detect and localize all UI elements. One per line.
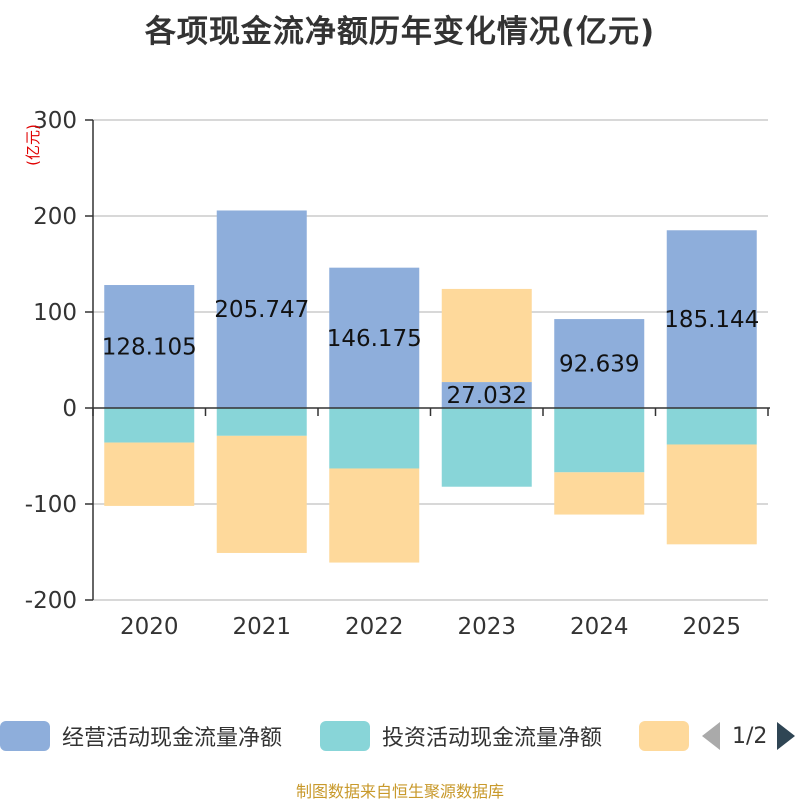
next-page-icon[interactable] [777, 722, 796, 750]
legend-swatch-financing [639, 721, 689, 751]
bar-investing-2021[interactable] [216, 408, 307, 436]
bar-operating-2025[interactable] [666, 230, 757, 408]
y-axis-unit-label: (亿元) [24, 124, 42, 166]
data-label-operating-2023: 27.032 [447, 383, 527, 409]
legend-swatch-investing [320, 721, 370, 751]
data-label-operating-2025: 185.144 [664, 307, 759, 333]
y-tick-label: 200 [33, 204, 77, 230]
y-tick-label: -100 [25, 492, 77, 518]
chart-title: 各项现金流净额历年变化情况(亿元) [144, 14, 656, 50]
data-label-operating-2024: 92.639 [559, 352, 639, 378]
bar-operating-2024[interactable] [554, 319, 645, 408]
bar-investing-2025[interactable] [666, 408, 757, 445]
bar-financing-2021[interactable] [216, 435, 307, 553]
bar-investing-2020[interactable] [104, 408, 195, 443]
previous-page-icon[interactable] [702, 722, 720, 750]
legend-item-operating[interactable]: 经营活动现金流量净额 [0, 720, 282, 752]
y-tick-label: -200 [25, 588, 77, 614]
data-label-operating-2020: 128.105 [102, 335, 197, 361]
x-tick-label: 2024 [570, 614, 629, 640]
axes: -200 -100 0 100 200 300 2020 2021 2022 2023 2024 20… [25, 108, 770, 640]
legend-label-investing: 投资活动现金流量净额 [382, 726, 603, 751]
bar-financing-2024[interactable] [554, 472, 645, 515]
bar-investing-2024[interactable] [554, 408, 645, 473]
legend-swatch-operating [0, 721, 50, 751]
data-labels: 128.105 205.747 146.175 27.032 92.639 185.144 [102, 297, 760, 409]
grid-lines [93, 119, 768, 601]
bar-operating-2022[interactable] [329, 267, 420, 408]
legend-item-investing[interactable]: 投资活动现金流量净额 [320, 720, 602, 752]
bar-investing-2023[interactable] [441, 408, 532, 487]
x-tick-label: 2023 [457, 614, 516, 640]
bar-financing-2025[interactable] [666, 444, 757, 545]
bar-financing-2020[interactable] [104, 442, 195, 506]
x-tick-label: 2022 [345, 614, 404, 640]
x-tick-label: 2020 [120, 614, 179, 640]
data-label-operating-2021: 205.747 [214, 297, 309, 323]
x-tick-label: 2021 [232, 614, 291, 640]
bar-operating-2020[interactable] [104, 285, 195, 408]
legend-page-indicator: 1/2 [732, 723, 768, 749]
bars [104, 210, 757, 563]
legend-item-financing[interactable] [639, 720, 689, 752]
bar-financing-2023[interactable] [441, 288, 532, 383]
legend: 经营活动现金流量净额 投资活动现金流量净额 1/2 [0, 716, 800, 756]
bar-operating-2021[interactable] [216, 210, 307, 408]
data-label-operating-2022: 146.175 [327, 326, 422, 352]
bar-financing-2022[interactable] [329, 468, 420, 563]
y-tick-label: 100 [33, 300, 77, 326]
legend-label-operating: 经营活动现金流量净额 [62, 726, 283, 751]
bar-investing-2022[interactable] [329, 408, 420, 469]
bar-operating-2023[interactable] [441, 382, 532, 408]
y-tick-label: 300 [33, 108, 77, 134]
source-footer: 制图数据来自恒生聚源数据库 [295, 782, 504, 801]
y-tick-label: 0 [62, 396, 77, 422]
legend-pager: 1/2 [702, 720, 796, 752]
x-tick-label: 2025 [682, 614, 741, 640]
